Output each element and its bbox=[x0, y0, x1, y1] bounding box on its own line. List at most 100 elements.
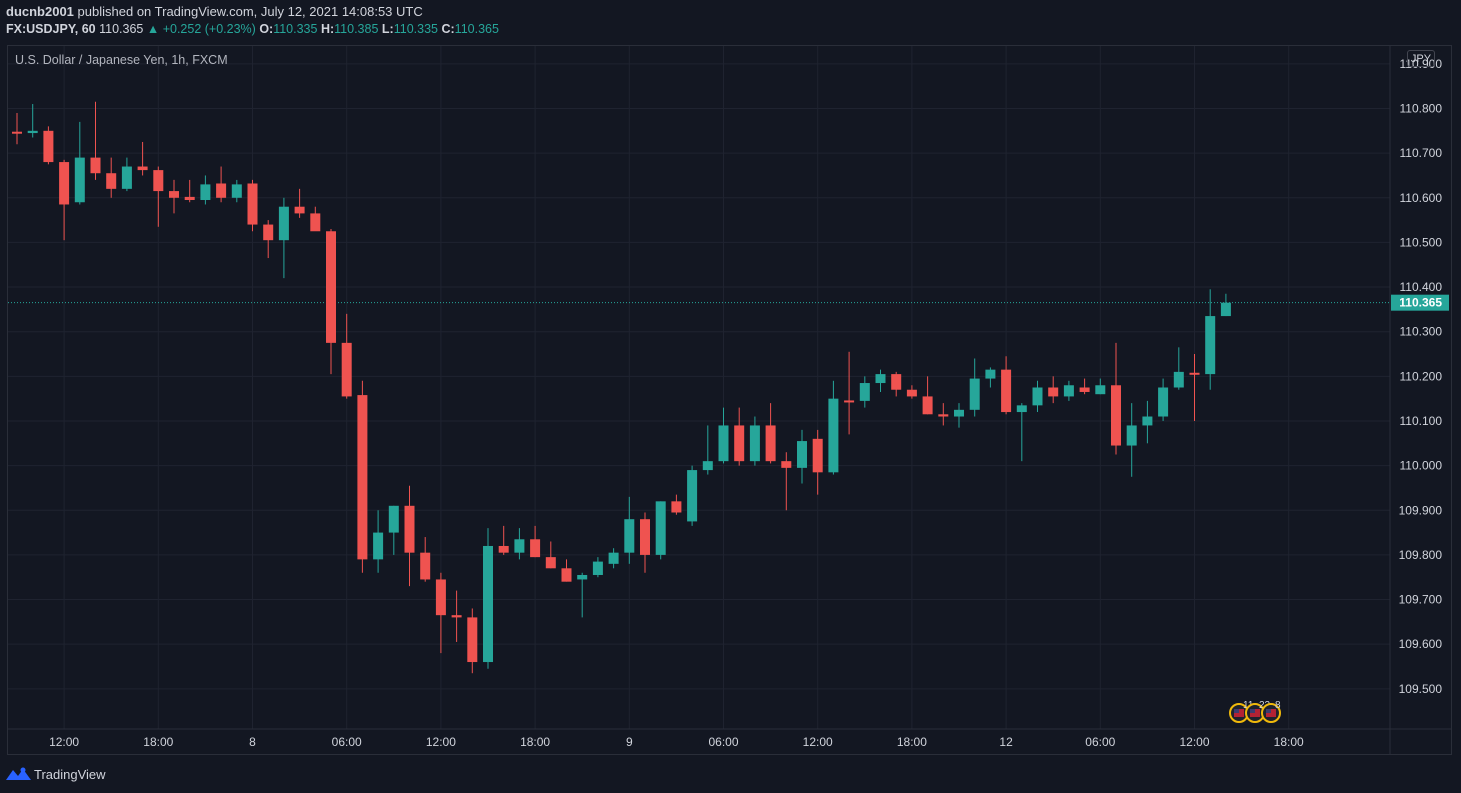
candle-body bbox=[435, 579, 446, 616]
published-text: published on TradingView.com, July 12, 2… bbox=[77, 4, 423, 19]
y-tick-label: 110.200 bbox=[1400, 369, 1443, 383]
candle-body bbox=[498, 545, 509, 553]
event-count: 8 bbox=[1275, 700, 1281, 711]
tradingview-logo-icon[interactable] bbox=[6, 766, 32, 782]
candle-body bbox=[702, 461, 713, 471]
candle-body bbox=[828, 398, 839, 473]
flag-canton bbox=[1266, 709, 1271, 713]
x-tick-label: 9 bbox=[626, 735, 633, 749]
close-value: 110.365 bbox=[454, 22, 499, 36]
x-tick-label: 12 bbox=[999, 735, 1013, 749]
symbol-label: FX:USDJPY, 60 bbox=[6, 22, 96, 36]
y-tick-label: 109.800 bbox=[1399, 548, 1443, 562]
candle-body bbox=[687, 470, 698, 522]
flag-canton bbox=[1250, 709, 1255, 713]
candle-body bbox=[1142, 416, 1153, 426]
candle-body bbox=[514, 539, 525, 553]
candle-body bbox=[12, 131, 22, 134]
candle-body bbox=[891, 374, 902, 390]
candle-body bbox=[121, 166, 132, 189]
candle-body bbox=[1048, 387, 1059, 397]
candle-body bbox=[1111, 385, 1121, 446]
candle-body bbox=[812, 438, 823, 473]
x-tick-label: 12:00 bbox=[1179, 735, 1209, 749]
candle-body bbox=[483, 545, 493, 663]
candle-body bbox=[467, 617, 478, 663]
x-tick-label: 06:00 bbox=[708, 735, 738, 749]
x-tick-label: 06:00 bbox=[332, 735, 362, 749]
close-label: C: bbox=[441, 22, 455, 36]
chart-frame[interactable] bbox=[7, 45, 1452, 755]
candle-body bbox=[420, 552, 431, 580]
candle-body bbox=[1205, 316, 1216, 375]
candle-body bbox=[1126, 425, 1137, 446]
low-value: 110.335 bbox=[393, 22, 438, 36]
candle-body bbox=[640, 519, 650, 555]
candle-body bbox=[1158, 387, 1169, 417]
candle-body bbox=[326, 231, 336, 343]
x-tick-label: 12:00 bbox=[426, 735, 456, 749]
candle-body bbox=[1016, 405, 1027, 413]
candle-body bbox=[90, 157, 101, 174]
candle-body bbox=[1001, 369, 1012, 413]
publisher-name[interactable]: ducnb2001 bbox=[6, 4, 74, 19]
high-label: H: bbox=[320, 22, 335, 36]
candle-body bbox=[184, 196, 195, 201]
x-tick-label: 12:00 bbox=[803, 735, 833, 749]
candle-body bbox=[969, 378, 980, 410]
x-tick-label: 8 bbox=[249, 735, 256, 749]
candle-body bbox=[765, 425, 776, 462]
candle-body bbox=[1032, 387, 1043, 406]
candle-body bbox=[1095, 385, 1106, 395]
candle-body bbox=[404, 505, 415, 553]
candle-body bbox=[797, 441, 807, 468]
candlestick-chart[interactable]: 110.900 110.800 110.700 110.600 110.500 110.4… bbox=[0, 0, 1461, 757]
candle-body bbox=[231, 184, 242, 198]
footer: TradingView bbox=[0, 757, 1461, 793]
candle-body bbox=[106, 173, 117, 189]
y-tick-label: 109.900 bbox=[1399, 503, 1443, 517]
low-label: L: bbox=[381, 22, 394, 36]
y-tick-label: 110.600 bbox=[1400, 191, 1443, 205]
x-tick-label: 18:00 bbox=[897, 735, 927, 749]
candle-body bbox=[357, 395, 368, 560]
candle-body bbox=[859, 383, 870, 401]
y-tick-label: 110.300 bbox=[1400, 325, 1443, 339]
y-tick-label: 110.000 bbox=[1400, 459, 1443, 473]
current-price-label: 110.365 bbox=[1399, 296, 1442, 310]
candle-body bbox=[247, 183, 258, 225]
candle-body bbox=[844, 400, 855, 403]
ohlc-legend: FX:USDJPY, 60 110.365 ▲ +0.252 (+0.23%) … bbox=[6, 22, 499, 36]
high-value: 110.385 bbox=[334, 22, 379, 36]
candle-body bbox=[1189, 372, 1200, 375]
y-tick-label: 110.800 bbox=[1400, 101, 1443, 115]
x-tick-label: 18:00 bbox=[1274, 735, 1304, 749]
candle-body bbox=[954, 409, 964, 417]
candle-body bbox=[922, 396, 933, 415]
candle-body bbox=[59, 162, 70, 205]
candle-body bbox=[1173, 371, 1184, 388]
current-price-tag bbox=[1391, 294, 1449, 311]
candle-body bbox=[577, 574, 588, 580]
x-tick-label: 12:00 bbox=[49, 735, 79, 749]
currency-badge[interactable]: JPY bbox=[1407, 50, 1435, 67]
candle-body bbox=[545, 557, 556, 569]
candle-body bbox=[169, 191, 179, 198]
y-tick-label: 109.700 bbox=[1399, 593, 1443, 607]
y-tick-label: 110.700 bbox=[1400, 146, 1443, 160]
candle-body bbox=[1079, 387, 1090, 392]
candle-body bbox=[624, 519, 635, 553]
candle-body bbox=[875, 374, 886, 384]
x-tick-label: 18:00 bbox=[520, 735, 550, 749]
tradingview-brand[interactable]: TradingView bbox=[34, 767, 106, 782]
y-tick-label: 110.900 bbox=[1400, 57, 1443, 71]
open-value: 110.335 bbox=[273, 22, 318, 36]
series-title: U.S. Dollar / Japanese Yen, 1h, FXCM bbox=[15, 53, 228, 67]
candle-body bbox=[263, 224, 274, 241]
candle-body bbox=[655, 501, 666, 555]
candle-body bbox=[938, 414, 949, 417]
y-tick-label: 109.500 bbox=[1399, 682, 1443, 696]
y-tick-label: 109.600 bbox=[1399, 637, 1443, 651]
candle-body bbox=[451, 615, 462, 618]
